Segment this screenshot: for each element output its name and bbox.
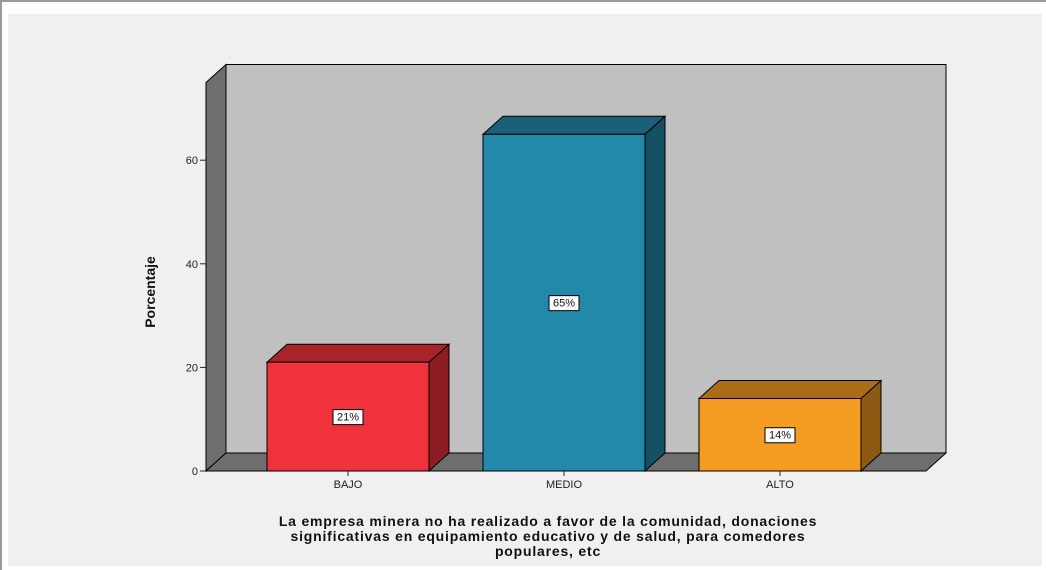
data-label: 21% (332, 409, 364, 426)
bar-side (644, 115, 666, 473)
category-label: ALTO (766, 479, 794, 491)
x-axis-label-line: La empresa minera no ha realizado a favo… (278, 513, 818, 529)
chart-panel: 0 20 40 60 21% 65% 14% BAJO MEDIO ALTO Porcenta… (8, 14, 1042, 566)
y-tick-label: 40 (186, 259, 198, 271)
data-label-text: 21% (337, 412, 359, 424)
bar-top (481, 115, 667, 135)
bar-side (428, 343, 450, 473)
category-label: MEDIO (546, 479, 583, 491)
y-tick-label: 60 (186, 155, 198, 167)
data-label-box (548, 295, 580, 312)
x-axis-label-line: populares, etc (494, 543, 602, 559)
bar-top (265, 343, 451, 363)
chart-svg: 0 20 40 60 21% 65% 14% BAJO MEDIO ALTO Porcenta… (142, 63, 948, 491)
data-label: 14% (764, 427, 796, 444)
data-label: 65% (548, 295, 580, 312)
bar-alto: 14% (697, 379, 883, 473)
y-axis: 0 20 40 60 (186, 155, 206, 478)
category-labels: BAJO MEDIO ALTO (334, 471, 794, 491)
bar-medio: 65% (481, 115, 667, 473)
bars-group: 21% 65% 14% (265, 115, 883, 473)
y-tick-label: 0 (192, 466, 198, 478)
x-axis-label: La empresa minera no ha realizado a favo… (158, 514, 938, 559)
bar-bajo: 21% (265, 343, 451, 473)
data-label-box (332, 409, 364, 426)
bar-top (697, 379, 883, 399)
data-label-box (764, 427, 796, 444)
category-label: BAJO (334, 479, 363, 491)
data-label-text: 65% (553, 298, 575, 310)
y-axis-label: Porcentaje (142, 256, 158, 328)
left-wall (205, 63, 227, 473)
x-axis-label-line: significativas en equipamiento educativo… (290, 528, 806, 544)
y-tick-label: 20 (186, 362, 198, 374)
data-label-text: 14% (769, 430, 791, 442)
